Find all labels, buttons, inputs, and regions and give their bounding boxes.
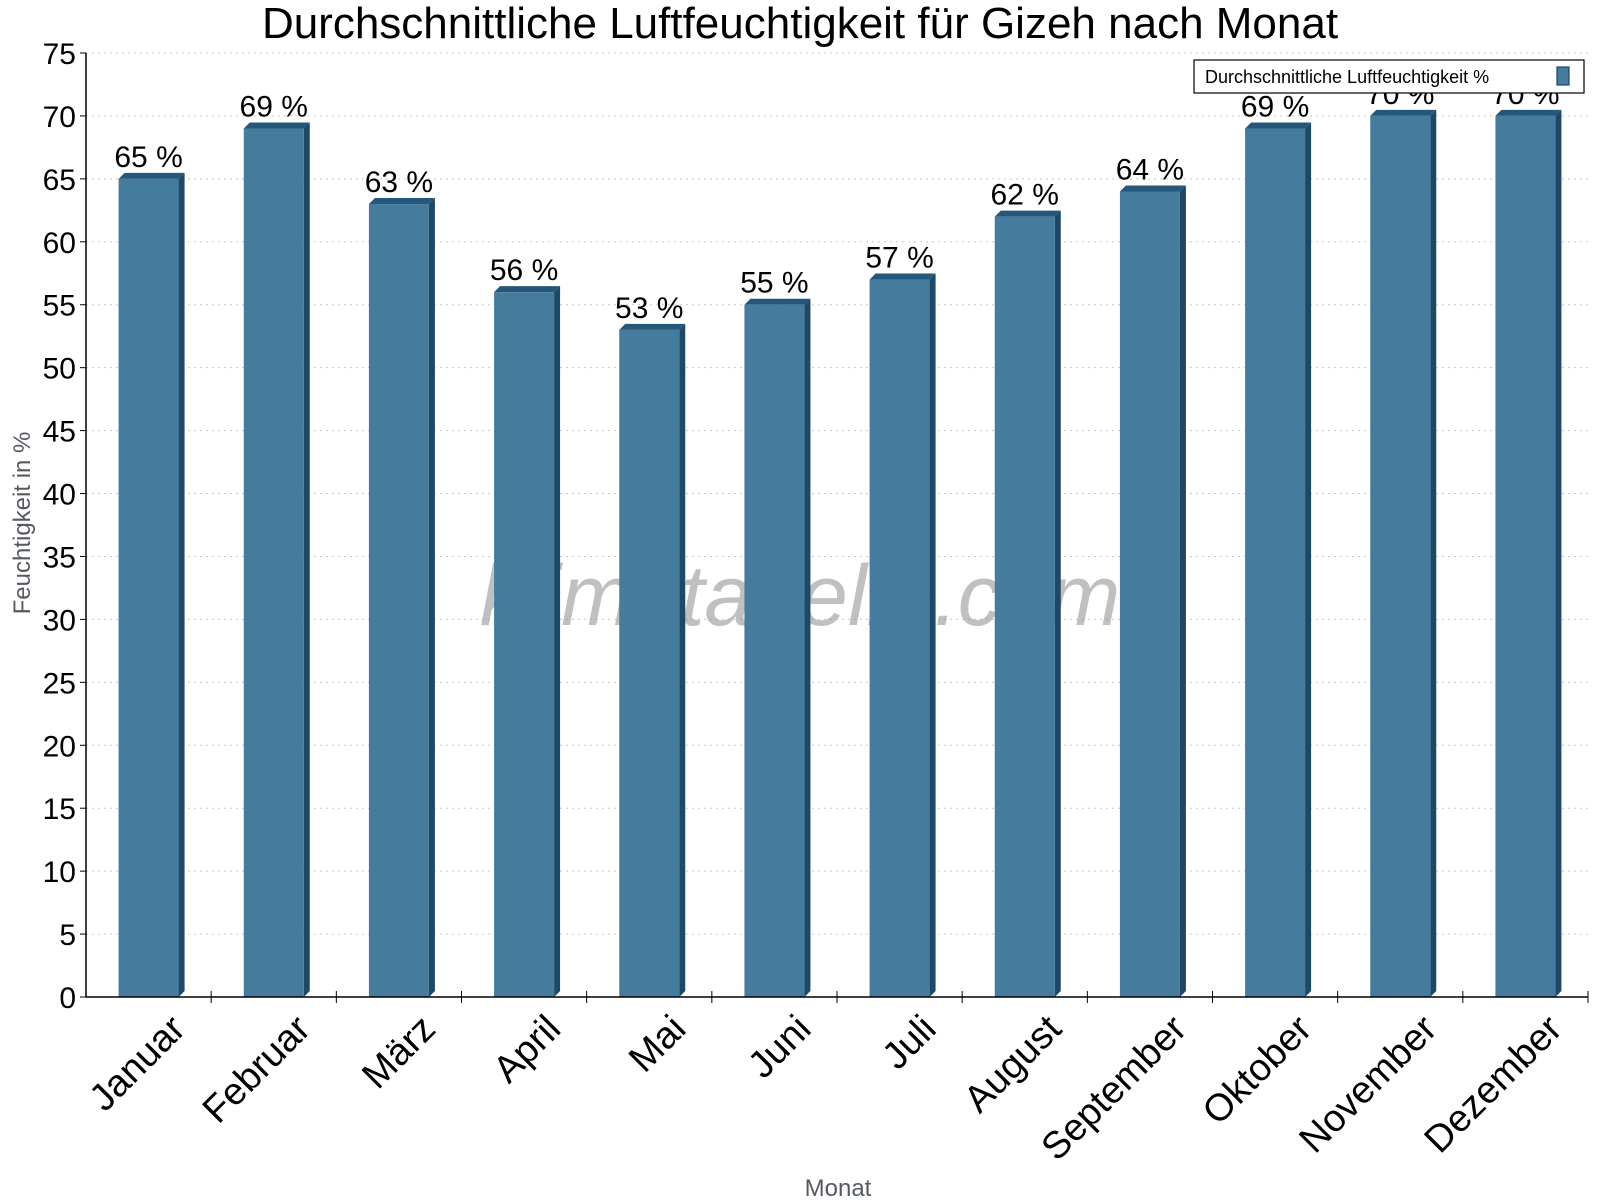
- bar-top: [994, 210, 1061, 217]
- data-label: 64 %: [1116, 153, 1184, 186]
- data-label: 69 %: [1241, 91, 1309, 124]
- y-tick-label: 20: [43, 730, 76, 763]
- x-tick-label: Juli: [875, 1008, 945, 1078]
- bar-juli: 57 %: [865, 242, 936, 997]
- legend-box: [1193, 59, 1585, 94]
- bar-face: [1245, 128, 1306, 997]
- y-tick-label: 0: [59, 982, 76, 1015]
- bar-side: [1305, 122, 1312, 997]
- y-tick-label: 65: [43, 164, 76, 197]
- legend-entry-label: Durchschnittliche Luftfeuchtigkeit %: [1205, 67, 1489, 87]
- bar-face: [619, 329, 680, 997]
- bar-face: [1370, 115, 1431, 997]
- bar-face: [994, 216, 1055, 998]
- bar-face: [368, 204, 429, 998]
- bar-side: [1555, 109, 1562, 997]
- y-tick-label: 25: [43, 667, 76, 700]
- bar-face: [744, 304, 805, 997]
- data-label: 53 %: [615, 292, 683, 325]
- bar-top: [494, 286, 561, 293]
- x-tick-label: Oktober: [1195, 1007, 1321, 1133]
- bar-side: [929, 273, 936, 997]
- bar-side: [679, 323, 686, 997]
- bar-juni: 55 %: [740, 267, 811, 997]
- bar-side: [1430, 109, 1437, 997]
- data-label: 55 %: [740, 267, 808, 300]
- bar-top: [1370, 109, 1437, 116]
- x-tick-label: Februar: [195, 1007, 319, 1131]
- y-tick-label: 70: [43, 101, 76, 134]
- data-label: 62 %: [991, 179, 1059, 212]
- bar-face: [243, 128, 304, 997]
- chart-title: Durchschnittliche Luftfeuchtigkeit für G…: [262, 0, 1338, 48]
- bar-märz: 63 %: [365, 166, 435, 998]
- bar-top: [1495, 109, 1562, 116]
- y-tick-label: 30: [43, 604, 76, 637]
- bar-side: [178, 172, 185, 997]
- bar-face: [494, 292, 555, 997]
- y-axis-ticks: 0 5 10 15 20 25 30 35 40 45 50 55 60 65 70 75: [43, 38, 86, 1015]
- data-label: 57 %: [865, 242, 933, 275]
- bar-face: [1495, 115, 1556, 997]
- bar-februar: 69 %: [240, 91, 310, 997]
- y-tick-label: 10: [43, 856, 76, 889]
- x-tick-label: Juni: [740, 1008, 819, 1087]
- y-tick-label: 55: [43, 290, 76, 323]
- x-axis-label: Monat: [805, 1175, 872, 1200]
- bar-side: [1054, 210, 1061, 998]
- y-tick-label: 50: [43, 353, 76, 386]
- x-tick-label: August: [956, 1007, 1070, 1121]
- bar-top: [869, 273, 936, 280]
- data-label: 65 %: [114, 141, 182, 174]
- x-tick-label: März: [354, 1008, 443, 1097]
- bar-top: [619, 323, 686, 330]
- data-label: 63 %: [365, 166, 433, 199]
- bar-side: [804, 298, 811, 997]
- bar-august: 62 %: [991, 179, 1061, 998]
- bar-side: [1179, 185, 1186, 997]
- bar-face: [118, 178, 179, 997]
- legend: Durchschnittliche Luftfeuchtigkeit %: [1193, 59, 1585, 94]
- y-tick-label: 40: [43, 479, 76, 512]
- x-tick-label: April: [486, 1008, 569, 1091]
- data-label: 69 %: [240, 91, 308, 124]
- bar-face: [869, 279, 930, 997]
- bar-mai: 53 %: [615, 292, 686, 997]
- bar-top: [1119, 185, 1186, 192]
- bar-september: 64 %: [1116, 153, 1186, 997]
- grid-lines: [86, 52, 1588, 935]
- bar-april: 56 %: [490, 254, 561, 997]
- x-tick-label: Januar: [82, 1007, 194, 1119]
- bar-side: [303, 122, 310, 997]
- bars: 65 % 69 % 63 % 56 % 53 % 55 % 57 % 62 % 64 % 69 %…: [114, 78, 1562, 998]
- bar-side: [554, 286, 561, 997]
- bar-november: 70 %: [1366, 78, 1437, 997]
- bar-top: [368, 198, 435, 205]
- bar-top: [243, 122, 310, 129]
- bar-januar: 65 %: [114, 141, 185, 997]
- y-axis-label: Feuchtigkeit in %: [9, 432, 36, 615]
- bar-top: [118, 172, 185, 179]
- y-tick-label: 75: [43, 38, 76, 71]
- bar-top: [744, 298, 811, 305]
- x-axis-ticks: Januar Februar März April Mai Juni Juli AugustS…: [82, 991, 1589, 1169]
- x-tick-label: Dezember: [1417, 1007, 1571, 1161]
- y-tick-label: 35: [43, 541, 76, 574]
- bar-side: [428, 198, 435, 998]
- data-label: 56 %: [490, 254, 558, 287]
- bar-face: [1119, 191, 1180, 997]
- bar-oktober: 69 %: [1241, 91, 1312, 997]
- y-tick-label: 45: [43, 416, 76, 449]
- x-tick-label: Mai: [621, 1008, 694, 1081]
- legend-swatch: [1556, 66, 1570, 86]
- axes: [85, 53, 1588, 998]
- bar-dezember: 70 %: [1491, 78, 1562, 997]
- y-tick-label: 5: [59, 919, 76, 952]
- y-tick-label: 15: [43, 793, 76, 826]
- y-tick-label: 60: [43, 227, 76, 260]
- bar-top: [1245, 122, 1312, 129]
